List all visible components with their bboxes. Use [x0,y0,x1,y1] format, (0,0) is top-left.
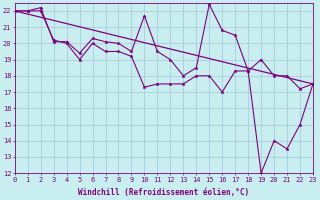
X-axis label: Windchill (Refroidissement éolien,°C): Windchill (Refroidissement éolien,°C) [78,188,249,197]
